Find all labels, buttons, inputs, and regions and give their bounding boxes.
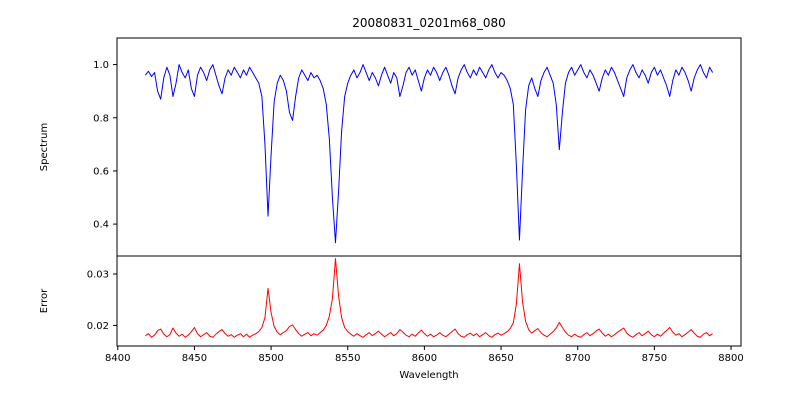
y-tick-label: 0.02	[87, 321, 109, 332]
spectrum-axes-frame	[116, 37, 742, 257]
y-tick-label: 0.6	[93, 166, 109, 177]
error-axes-frame	[116, 255, 742, 347]
spectrum-axis-label: Spectrum	[39, 123, 50, 171]
wavelength-axis-label: Wavelength	[399, 370, 458, 381]
x-tick-label: 8700	[565, 353, 590, 364]
y-tick-label: 1.0	[93, 60, 109, 71]
error-axis-label: Error	[39, 288, 50, 313]
x-tick-label: 8650	[488, 353, 513, 364]
axes-ticks: 0.4 0.6 0.8 1.0 0.02 0.03 8400 8450 8500 8550 8600…	[87, 60, 744, 364]
y-tick-label: 0.03	[87, 270, 109, 281]
error-line-series	[145, 258, 713, 338]
x-tick-label: 8800	[718, 353, 743, 364]
chart-title: 20080831_0201m68_080	[352, 16, 505, 30]
x-tick-label: 8500	[258, 353, 283, 364]
x-tick-label: 8450	[182, 353, 207, 364]
x-tick-label: 8600	[412, 353, 437, 364]
x-tick-label: 8400	[105, 353, 130, 364]
y-tick-label: 0.4	[93, 220, 109, 231]
x-tick-label: 8550	[335, 353, 360, 364]
spectrum-line-series	[144, 64, 714, 244]
x-tick-label: 8750	[642, 353, 667, 364]
y-tick-label: 0.8	[93, 113, 109, 124]
